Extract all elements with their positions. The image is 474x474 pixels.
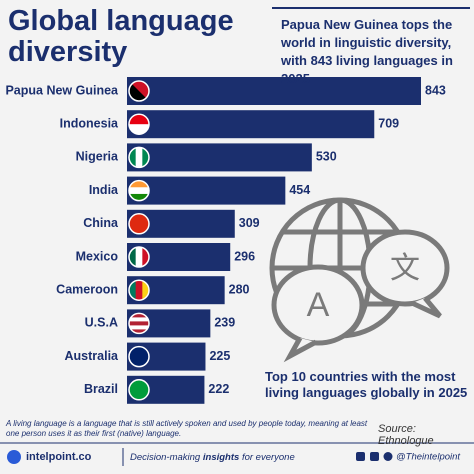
flag-part: [129, 321, 149, 326]
flag-part: [129, 325, 149, 330]
social-icons: [356, 452, 393, 461]
value-label: 239: [214, 316, 235, 330]
flag-part: [129, 346, 149, 367]
chart-title: Global language diversity: [8, 5, 234, 68]
category-label: U.S.A: [85, 316, 118, 330]
flag-part: [129, 81, 149, 101]
category-label: Indonesia: [60, 116, 119, 130]
bubble-right: [360, 229, 450, 319]
flag-part: [142, 247, 149, 267]
value-label: 296: [234, 249, 255, 263]
logo: [7, 450, 21, 464]
flag-part: [129, 280, 136, 301]
source: Source: Ethnologue: [378, 423, 434, 447]
flag: [129, 346, 149, 367]
category-label: Cameroon: [56, 282, 118, 296]
value-label: 309: [239, 216, 260, 230]
flag-border: [128, 379, 150, 401]
value-label: 709: [378, 116, 399, 130]
category-label: Australia: [65, 349, 120, 363]
icon-letter: A: [307, 286, 330, 324]
flag-border: [128, 246, 150, 268]
value-label: 843: [425, 83, 446, 97]
category-label: Papua New Guinea: [5, 83, 119, 97]
icon-letter: 文: [390, 252, 420, 285]
site: intelpoint.co: [26, 451, 92, 463]
flag: [129, 313, 149, 334]
flag-part: [142, 280, 149, 301]
flag-border: [128, 179, 150, 202]
flag-border: [128, 213, 150, 235]
flag: [129, 247, 149, 267]
footnote: A living language is a language that is …: [6, 419, 368, 438]
tagline-part: Decision-making: [130, 452, 201, 463]
category-label: Mexico: [76, 249, 119, 263]
category-label: Brazil: [84, 382, 118, 396]
flag: [129, 114, 149, 135]
bar: [127, 176, 286, 205]
flag-part: [129, 313, 149, 318]
flag-part: [129, 379, 149, 400]
bar: [127, 110, 375, 139]
bubble-left: [271, 264, 365, 363]
flag-part: [142, 147, 149, 168]
category-label: Nigeria: [76, 150, 119, 164]
tagline-part: insights: [203, 452, 239, 463]
flag: [129, 280, 149, 301]
flag-part: [129, 180, 149, 188]
tagline: Decision-making insights for everyone: [130, 452, 295, 463]
flag-part: [129, 247, 136, 267]
flag-border: [128, 146, 150, 169]
flag-border: [128, 279, 150, 301]
bar: [127, 77, 421, 105]
value-label: 222: [208, 382, 229, 396]
value-label: 454: [289, 183, 310, 197]
bar: [127, 143, 312, 172]
flag: [129, 147, 149, 168]
flag-part: [129, 317, 149, 322]
flag-part: [135, 280, 143, 301]
tagline-part: for everyone: [242, 452, 295, 463]
flag-border: [128, 113, 150, 135]
flag-border: [128, 312, 150, 335]
subtitle: Papua New Guinea tops the world in lingu…: [281, 17, 453, 86]
flag-part: [129, 193, 149, 201]
value-label: 225: [209, 349, 230, 363]
value-label: 530: [316, 150, 337, 164]
flag-part: [129, 147, 136, 168]
flag: [129, 180, 149, 201]
flag-part: [129, 329, 149, 334]
flag-part: [129, 187, 149, 195]
flag-border: [128, 345, 150, 368]
flag-part: [129, 213, 149, 234]
value-label: 280: [229, 282, 250, 296]
category-label: China: [83, 216, 119, 230]
flag: [129, 213, 149, 234]
handle: @Theintelpoint: [396, 452, 460, 463]
flag-part: [129, 124, 149, 135]
annotation: Top 10 countries with the most living la…: [265, 369, 468, 400]
category-label: India: [89, 183, 119, 197]
flag-part: [129, 114, 149, 125]
flag-border: [128, 80, 150, 102]
flag-part: [135, 247, 143, 267]
flag: [129, 379, 149, 400]
flag: [129, 81, 149, 101]
flag-part: [135, 147, 143, 168]
